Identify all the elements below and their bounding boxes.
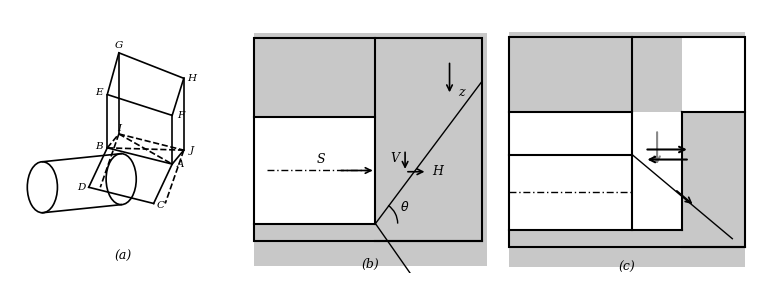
Text: z: z — [458, 86, 465, 99]
Text: V: V — [390, 152, 399, 165]
Polygon shape — [509, 112, 632, 155]
Polygon shape — [682, 37, 745, 112]
Polygon shape — [255, 33, 486, 266]
Polygon shape — [509, 32, 745, 267]
Polygon shape — [509, 155, 632, 230]
Text: D: D — [78, 183, 86, 192]
Text: (c): (c) — [619, 261, 635, 274]
Text: C: C — [157, 201, 165, 210]
Text: (b): (b) — [362, 257, 379, 271]
Polygon shape — [255, 118, 375, 224]
Text: B: B — [95, 142, 103, 151]
Text: H: H — [432, 165, 443, 178]
Text: S: S — [317, 153, 325, 166]
Text: G: G — [115, 41, 123, 50]
Text: J: J — [190, 146, 194, 155]
Text: A: A — [176, 160, 184, 169]
Text: (a): (a) — [115, 250, 132, 263]
Polygon shape — [632, 112, 682, 230]
Text: $\theta$: $\theta$ — [401, 200, 410, 214]
Text: E: E — [95, 88, 103, 97]
Text: H: H — [188, 74, 196, 83]
Text: F: F — [176, 111, 184, 120]
Text: I: I — [117, 124, 121, 133]
